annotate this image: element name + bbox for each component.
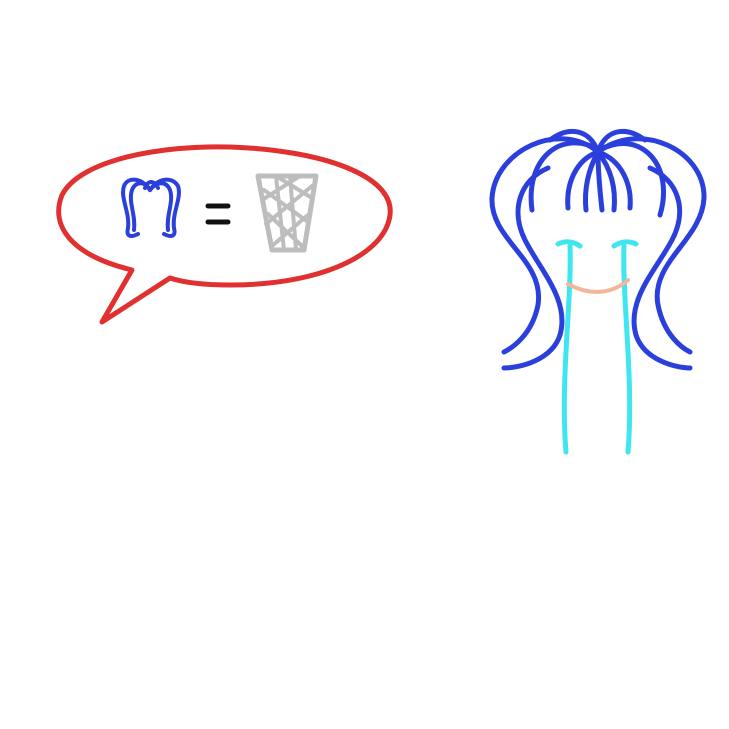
pigtails-icon xyxy=(121,177,181,238)
crying-girl-icon xyxy=(489,129,707,455)
wastebasket-icon xyxy=(255,173,319,253)
speech-bubble-icon xyxy=(56,144,393,325)
equals-icon xyxy=(205,203,231,225)
